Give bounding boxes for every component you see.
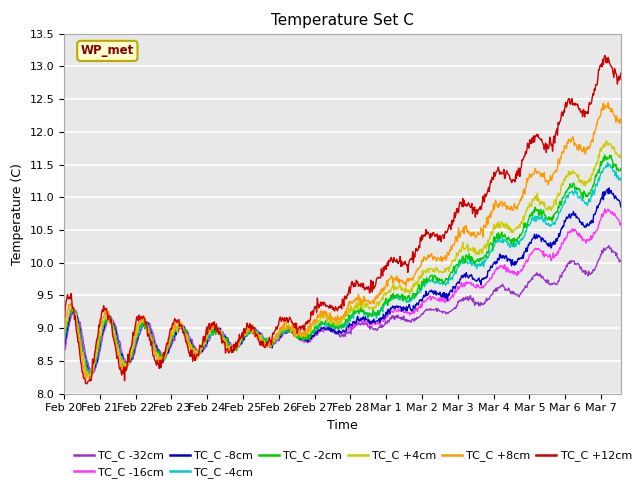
X-axis label: Time: Time [327,419,358,432]
Y-axis label: Temperature (C): Temperature (C) [11,163,24,264]
Legend: TC_C -32cm, TC_C -16cm, TC_C -8cm, TC_C -4cm, TC_C -2cm, TC_C +4cm, TC_C +8cm, T: TC_C -32cm, TC_C -16cm, TC_C -8cm, TC_C … [70,446,636,480]
Text: WP_met: WP_met [81,44,134,58]
Title: Temperature Set C: Temperature Set C [271,13,414,28]
